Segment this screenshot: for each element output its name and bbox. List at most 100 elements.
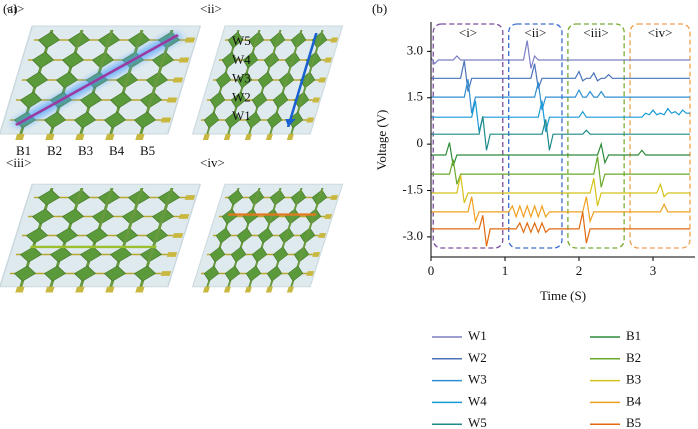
electrode (227, 31, 244, 49)
legend-label: W5 (468, 415, 487, 429)
electrode (73, 265, 97, 282)
pad (318, 77, 327, 83)
pad (184, 195, 196, 200)
word-label: W3 (232, 71, 251, 86)
pad (324, 57, 333, 63)
electrode (203, 265, 220, 282)
electrode (203, 111, 220, 129)
pad (105, 286, 115, 293)
axis-frame (430, 22, 695, 258)
sensor-board (191, 183, 344, 293)
region-box (629, 23, 691, 249)
pad (312, 97, 321, 103)
legend-label: B2 (626, 350, 641, 365)
pad (318, 233, 327, 238)
panel-label: (a) (3, 1, 17, 16)
pad (286, 286, 294, 293)
legend-label: W2 (468, 350, 487, 365)
bit-label: B2 (47, 143, 62, 158)
region-label: <iii> (583, 25, 609, 40)
series-line (431, 212, 690, 247)
pad (160, 117, 172, 123)
pad (15, 286, 25, 293)
pad (178, 214, 190, 219)
word-label: W5 (232, 33, 251, 48)
pad (45, 286, 55, 293)
electrode (133, 111, 157, 129)
electrode (37, 31, 61, 49)
electrode (133, 265, 157, 282)
pad (135, 286, 145, 293)
electrode (287, 265, 304, 282)
series-line (430, 40, 690, 69)
x-tick-label: 1 (502, 263, 509, 278)
sub-label: <i> (6, 1, 24, 16)
electrode (245, 111, 262, 129)
series-line (431, 60, 690, 92)
electrode (31, 208, 55, 225)
pad (15, 134, 25, 140)
pad (306, 117, 315, 123)
panel-a: <i> <ii> <iii> <iv> W5 W4 W3 W2 W1 B1 B2 B3 B4 B5 (0, 1, 344, 293)
swipe-path (14, 34, 180, 126)
x-axis-label: Time (S) (540, 288, 586, 303)
region-label: <ii> (524, 25, 546, 40)
legend-label: W3 (468, 372, 487, 387)
sub-label: <iv> (200, 155, 225, 170)
electrode (251, 246, 268, 263)
electrode (43, 265, 67, 282)
electrode (221, 51, 238, 69)
electrode (227, 189, 244, 206)
pad (312, 252, 321, 257)
word-label: W2 (232, 89, 251, 104)
region-box (432, 23, 504, 249)
electrode (242, 51, 259, 69)
legend-label: W1 (468, 328, 487, 343)
pad (244, 134, 252, 140)
pad (105, 134, 115, 140)
electrode (224, 111, 241, 129)
y-tick-label: -3.0 (402, 228, 423, 243)
bit-label: B3 (78, 143, 93, 158)
bit-label: B1 (16, 143, 31, 158)
pad (178, 57, 190, 63)
bit-label: B5 (140, 143, 155, 158)
region-label: <i> (459, 25, 477, 40)
electrode (31, 51, 55, 69)
electrode (224, 265, 241, 282)
electrode (245, 265, 262, 282)
y-tick-label: -1.5 (402, 182, 423, 197)
pad (75, 286, 85, 293)
bit-label: B4 (109, 143, 125, 158)
pad (202, 134, 210, 140)
pad (202, 286, 210, 293)
electrode (103, 265, 127, 282)
electrode (13, 265, 37, 282)
x-tick-label: 0 (428, 263, 435, 278)
panel-label: (b) (372, 1, 387, 16)
pad (244, 286, 252, 293)
sub-label: <ii> (200, 1, 222, 16)
word-label: W4 (232, 52, 251, 67)
x-tick-label: 2 (576, 263, 583, 278)
series-line (431, 156, 690, 188)
sensor-board (191, 25, 344, 140)
electrode (236, 71, 253, 89)
electrode (73, 111, 97, 129)
pad (286, 134, 294, 140)
electrode (266, 111, 283, 129)
pad (166, 97, 178, 103)
y-tick-label: 3.0 (407, 42, 423, 57)
sensor-board (0, 25, 202, 140)
electrode (37, 189, 61, 206)
electrode (257, 71, 274, 89)
pad (265, 134, 273, 140)
legend-label: B5 (626, 415, 641, 429)
electrode (272, 246, 289, 263)
pad (223, 286, 231, 293)
series-line (431, 196, 690, 224)
electrode (215, 71, 232, 89)
legend-label: W4 (468, 393, 487, 408)
y-tick-label: 0 (417, 135, 424, 150)
